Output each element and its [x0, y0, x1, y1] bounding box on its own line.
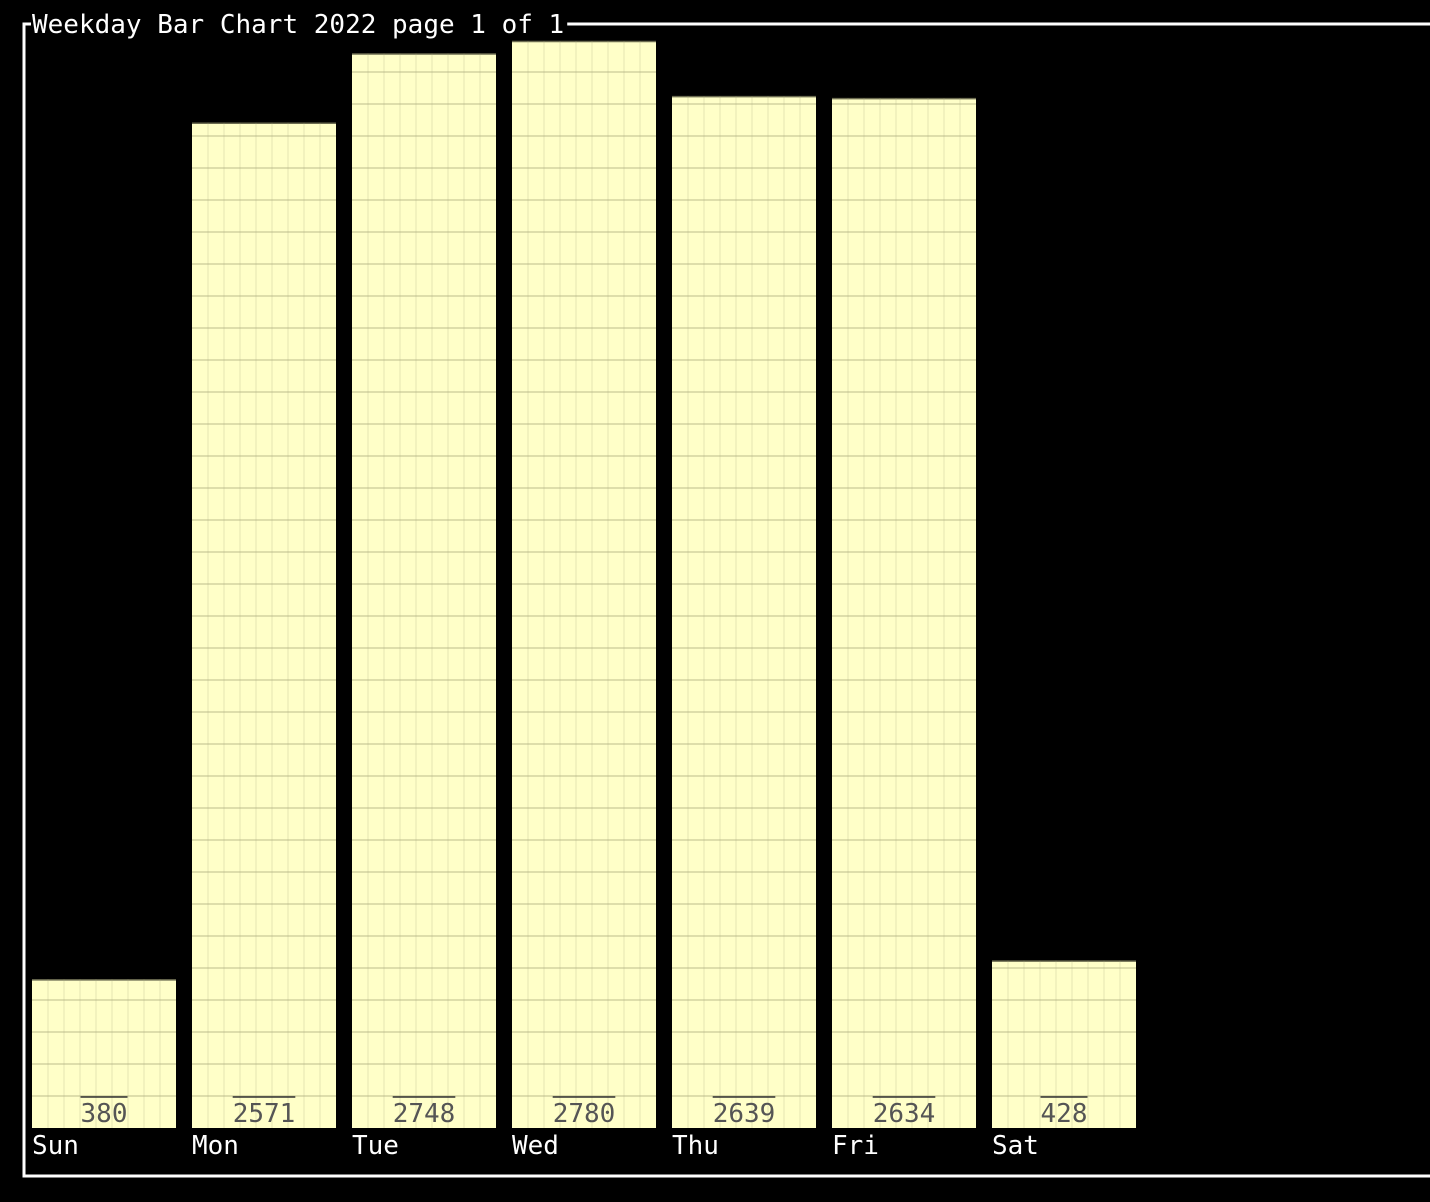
bar-value-label-mon: 2571	[233, 1099, 296, 1129]
bar-grid-fri	[832, 98, 976, 1128]
category-label-fri: Fri	[832, 1131, 879, 1161]
category-label-sun: Sun	[32, 1131, 79, 1161]
category-label-tue: Tue	[352, 1131, 399, 1161]
category-label-thu: Thu	[672, 1131, 719, 1161]
bar-group-fri: 2634	[832, 97, 976, 1129]
bar-grid-thu	[672, 96, 816, 1128]
bar-value-label-wed: 2780	[553, 1099, 616, 1129]
bar-group-mon: 2571	[192, 122, 336, 1129]
bars: 380 2571 2748 2780 2639 2634 428	[32, 40, 1136, 1129]
category-label-mon: Mon	[192, 1131, 239, 1161]
category-labels: Sun Mon Tue Wed Thu Fri Sat	[32, 1131, 1039, 1161]
bar-tue	[352, 53, 496, 1129]
bar-sat	[992, 960, 1136, 1128]
bar-group-sat: 428	[992, 960, 1136, 1129]
bar-value-label-sat: 428	[1041, 1099, 1088, 1129]
bar-group-sun: 380	[32, 979, 176, 1129]
bar-mon	[192, 122, 336, 1128]
bar-grid-sat	[992, 960, 1136, 1128]
chart-title: Weekday Bar Chart 2022 page 1 of 1	[32, 10, 564, 40]
bar-grid-wed	[512, 41, 656, 1128]
category-label-sat: Sat	[992, 1131, 1039, 1161]
bar-value-label-tue: 2748	[393, 1099, 456, 1129]
bar-group-wed: 2780	[512, 40, 656, 1129]
bar-fri	[832, 98, 976, 1129]
bar-sun	[32, 979, 176, 1128]
bar-value-label-thu: 2639	[713, 1099, 776, 1129]
bar-grid-mon	[192, 122, 336, 1128]
bar-thu	[672, 96, 816, 1129]
bar-group-tue: 2748	[352, 53, 496, 1129]
category-label-wed: Wed	[512, 1131, 559, 1161]
bar-value-label-sun: 380	[81, 1099, 128, 1129]
bar-wed	[512, 41, 656, 1128]
bar-grid-tue	[352, 53, 496, 1128]
bar-value-label-fri: 2634	[873, 1099, 936, 1129]
bar-grid-sun	[32, 979, 176, 1128]
bar-group-thu: 2639	[672, 95, 816, 1129]
chart-frame	[22, 22, 1430, 1178]
